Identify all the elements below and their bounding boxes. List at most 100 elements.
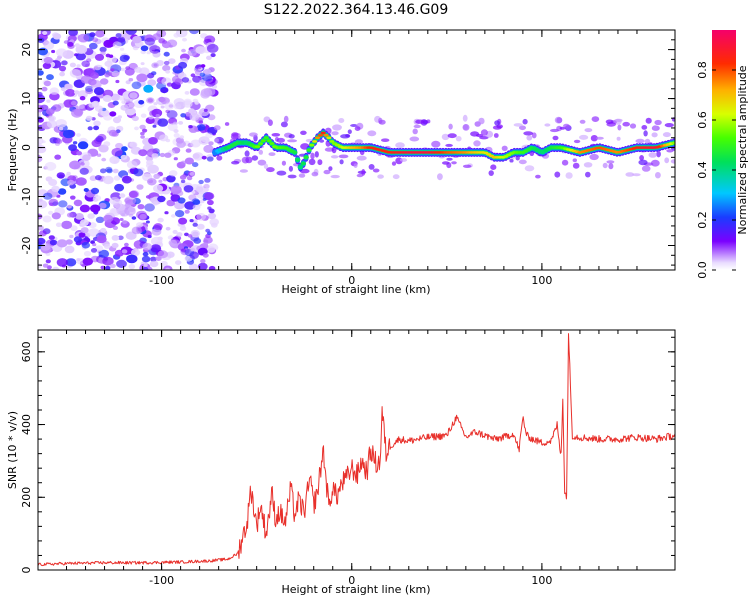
noise-speckle [90,80,102,89]
noise-speckle [137,204,145,210]
noise-speckle [46,120,58,129]
noise-speckle [138,100,145,105]
ridge-halo [267,119,273,126]
ridge-halo [584,128,593,133]
ridge-halo [448,123,453,130]
ridge-halo [518,159,527,165]
noise-speckle [178,121,184,125]
noise-speckle [168,44,173,48]
noise-speckle [203,183,210,189]
noise-speckle [74,90,80,95]
noise-speckle [190,73,196,78]
noise-speckle [122,220,128,225]
noise-speckle [46,74,54,81]
noise-speckle [174,78,184,85]
noise-speckle [198,108,210,117]
noise-speckle [120,154,128,160]
ridge-halo [509,158,514,163]
noise-speckle [189,219,194,223]
ridge-halo [353,163,358,169]
ridge-halo [589,153,599,161]
noise-speckle [126,254,138,264]
noise-speckle [165,70,171,74]
noise-speckle [89,32,96,38]
ridge-halo [288,165,293,172]
noise-speckle [203,144,214,153]
ridge-halo [629,123,637,129]
noise-speckle [203,87,216,97]
noise-speckle [192,75,202,83]
noise-speckle [157,236,163,241]
noise-speckle [153,173,161,179]
ridge-halo [338,118,345,123]
ridge-halo [535,174,541,179]
noise-speckle [153,102,158,106]
noise-speckle [192,222,198,227]
noise-speckle [165,138,171,143]
noise-speckle [80,75,92,84]
ridge-halo [283,115,289,123]
ridge-halo [216,155,223,161]
ridge-halo [480,129,488,136]
ridge-halo [513,123,523,127]
ridge-halo [239,169,248,173]
noise-speckle [164,102,175,110]
noise-speckle [41,86,48,92]
ridge-halo [354,139,363,145]
ridge-halo [300,130,307,135]
noise-speckle [166,199,175,207]
noise-speckle [99,46,107,53]
noise-speckle [48,198,59,207]
noise-speckle [149,256,157,262]
ridge-halo [519,125,526,131]
noise-speckle [131,115,139,122]
noise-speckle [153,223,163,231]
noise-speckle [51,212,61,220]
ridge-halo [308,158,316,166]
noise-speckle [80,152,92,161]
noise-speckle [75,213,84,220]
ridge-halo [230,133,239,140]
snr-y-tick-label: 200 [20,487,33,508]
noise-speckle [117,36,126,43]
noise-speckle [129,141,138,148]
noise-speckle [173,157,178,161]
ridge-halo [339,159,344,165]
noise-speckle [49,87,60,95]
noise-speckle [149,260,159,268]
noise-speckle [192,162,199,168]
ridge-halo [526,135,533,141]
ridge-halo [493,133,499,138]
noise-speckle [165,226,171,231]
noise-speckle [173,32,180,38]
ridge-cell [312,140,318,143]
ridge-halo [501,145,508,151]
noise-speckle [192,199,201,205]
ridge-halo [441,133,450,141]
ridge-halo [331,146,337,154]
noise-speckle [110,263,116,269]
noise-speckle [117,235,124,241]
ridge-halo [655,172,661,179]
ridge-halo [544,123,551,127]
noise-speckle [183,185,194,193]
noise-speckle [124,198,131,204]
noise-speckle [142,267,149,270]
noise-speckle [148,137,158,145]
ridge-halo [492,125,502,130]
noise-speckle [103,214,114,223]
noise-speckle [136,73,148,83]
ridge-halo [251,155,259,161]
noise-speckle [81,241,91,249]
noise-speckle [43,192,53,200]
noise-speckle [48,210,54,215]
noise-speckle [81,60,90,68]
ridge-cell [326,136,332,140]
noise-speckle [95,175,102,181]
ridge-halo [391,161,397,166]
ridge-halo [478,117,485,125]
noise-speckle [189,30,200,35]
ridge-halo [245,156,253,164]
ridge-halo [314,151,319,158]
